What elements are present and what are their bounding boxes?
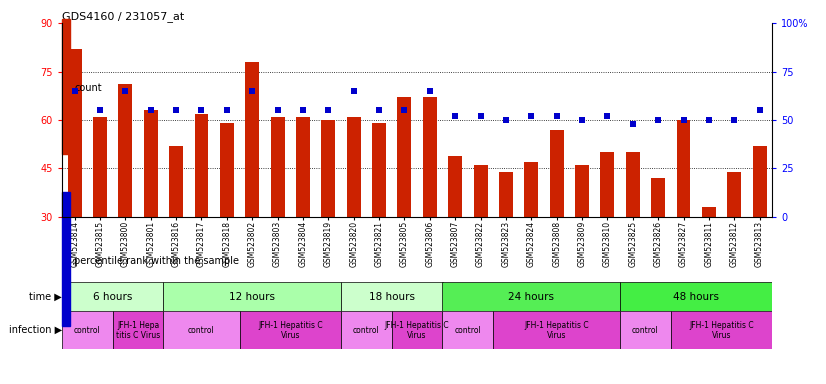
Point bbox=[499, 117, 512, 123]
Text: 24 hours: 24 hours bbox=[508, 291, 554, 302]
Bar bbox=[62, 282, 164, 311]
Point bbox=[702, 117, 715, 123]
Bar bbox=[164, 311, 240, 349]
Point bbox=[93, 107, 107, 113]
Bar bbox=[671, 311, 772, 349]
Bar bbox=[347, 117, 361, 217]
Bar bbox=[752, 146, 767, 217]
Bar bbox=[118, 84, 132, 217]
Bar bbox=[525, 162, 539, 217]
Bar bbox=[626, 152, 640, 217]
Bar bbox=[112, 311, 164, 349]
Point bbox=[322, 107, 335, 113]
Point bbox=[676, 117, 690, 123]
Text: 48 hours: 48 hours bbox=[673, 291, 719, 302]
Point bbox=[119, 88, 132, 94]
Bar bbox=[620, 282, 772, 311]
Bar bbox=[341, 282, 443, 311]
Point bbox=[423, 88, 436, 94]
Bar bbox=[271, 117, 285, 217]
Bar bbox=[620, 311, 671, 349]
Bar bbox=[194, 114, 208, 217]
Text: control: control bbox=[188, 326, 215, 335]
Bar bbox=[473, 165, 487, 217]
Point bbox=[576, 117, 589, 123]
Bar bbox=[245, 62, 259, 217]
Point bbox=[753, 107, 767, 113]
Text: control: control bbox=[353, 326, 380, 335]
Bar bbox=[62, 19, 70, 154]
Point bbox=[373, 107, 386, 113]
Bar bbox=[676, 120, 691, 217]
Text: time ▶: time ▶ bbox=[29, 291, 62, 302]
Point bbox=[601, 113, 614, 119]
Text: 6 hours: 6 hours bbox=[93, 291, 132, 302]
Point bbox=[271, 107, 284, 113]
Bar bbox=[169, 146, 183, 217]
Point bbox=[474, 113, 487, 119]
Point bbox=[449, 113, 462, 119]
Bar bbox=[240, 311, 341, 349]
Bar bbox=[144, 110, 158, 217]
Text: control: control bbox=[454, 326, 482, 335]
Text: JFH-1 Hepatitis C
Virus: JFH-1 Hepatitis C Virus bbox=[385, 321, 449, 340]
Bar bbox=[549, 130, 563, 217]
Bar bbox=[296, 117, 310, 217]
Text: 18 hours: 18 hours bbox=[368, 291, 415, 302]
Bar bbox=[164, 282, 341, 311]
Text: JFH-1 Hepa
titis C Virus: JFH-1 Hepa titis C Virus bbox=[116, 321, 160, 340]
Point bbox=[195, 107, 208, 113]
Point bbox=[398, 107, 411, 113]
Bar bbox=[499, 172, 513, 217]
Bar bbox=[62, 192, 70, 326]
Point bbox=[169, 107, 183, 113]
Bar bbox=[443, 311, 493, 349]
Text: GDS4160 / 231057_at: GDS4160 / 231057_at bbox=[62, 11, 184, 22]
Text: JFH-1 Hepatitis C
Virus: JFH-1 Hepatitis C Virus bbox=[258, 321, 323, 340]
Bar bbox=[493, 311, 620, 349]
Point bbox=[525, 113, 538, 119]
Text: count: count bbox=[74, 83, 102, 93]
Bar bbox=[702, 207, 716, 217]
Text: percentile rank within the sample: percentile rank within the sample bbox=[74, 256, 240, 266]
Text: control: control bbox=[632, 326, 659, 335]
Text: JFH-1 Hepatitis C
Virus: JFH-1 Hepatitis C Virus bbox=[689, 321, 754, 340]
Bar bbox=[68, 49, 82, 217]
Bar bbox=[392, 311, 443, 349]
Point bbox=[245, 88, 259, 94]
Bar bbox=[601, 152, 615, 217]
Point bbox=[221, 107, 234, 113]
Point bbox=[626, 121, 639, 127]
Bar bbox=[372, 123, 386, 217]
Point bbox=[347, 88, 360, 94]
Bar bbox=[727, 172, 741, 217]
Point bbox=[652, 117, 665, 123]
Point bbox=[550, 113, 563, 119]
Bar bbox=[93, 117, 107, 217]
Bar bbox=[220, 123, 234, 217]
Bar bbox=[575, 165, 589, 217]
Point bbox=[68, 88, 81, 94]
Point bbox=[728, 117, 741, 123]
Text: JFH-1 Hepatitis C
Virus: JFH-1 Hepatitis C Virus bbox=[525, 321, 589, 340]
Bar bbox=[62, 311, 112, 349]
Text: infection ▶: infection ▶ bbox=[9, 325, 62, 335]
Bar bbox=[397, 98, 411, 217]
Bar bbox=[449, 156, 463, 217]
Bar bbox=[341, 311, 392, 349]
Bar bbox=[443, 282, 620, 311]
Bar bbox=[651, 178, 665, 217]
Text: control: control bbox=[74, 326, 101, 335]
Bar bbox=[321, 120, 335, 217]
Text: 12 hours: 12 hours bbox=[230, 291, 275, 302]
Bar bbox=[423, 98, 437, 217]
Point bbox=[297, 107, 310, 113]
Point bbox=[144, 107, 157, 113]
